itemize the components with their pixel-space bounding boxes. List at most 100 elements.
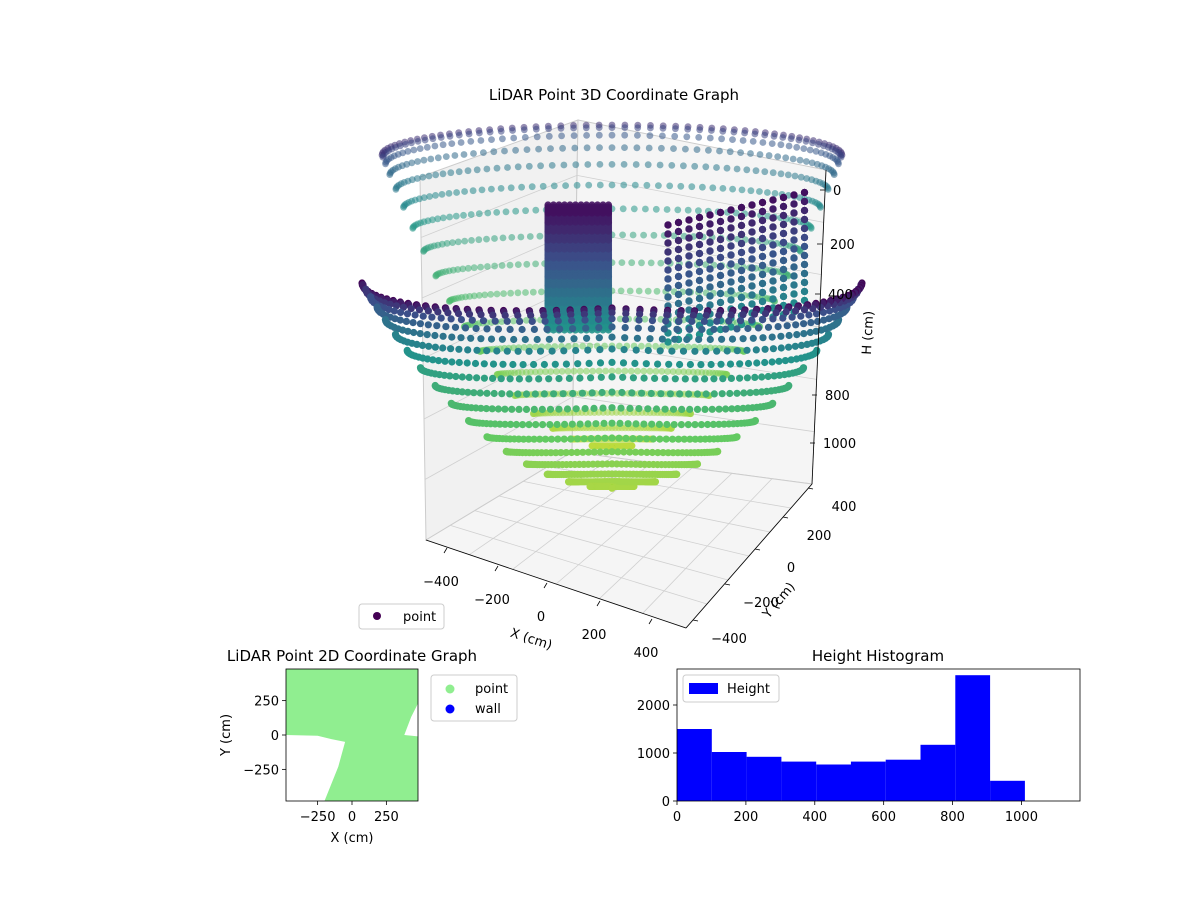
scatter-point-3d [796, 156, 804, 164]
scatter-point-3d [558, 368, 566, 375]
scatter-point-3d [562, 360, 571, 368]
legend-histogram-label: Height [727, 682, 770, 697]
y-axis-line-3d [685, 483, 813, 629]
scatter-point-3d [476, 292, 483, 299]
scatter-point-3d [759, 139, 767, 146]
scatter-point-3d [566, 272, 574, 280]
scatter-point-3d [530, 360, 538, 369]
scatter-point-3d [684, 206, 692, 214]
scatter-point-3d [558, 132, 565, 140]
scatter-point-3d [560, 227, 569, 235]
scatter-point-3d [695, 222, 704, 231]
scatter-point-3d [670, 421, 678, 429]
scatter-point-3d [434, 308, 442, 316]
scatter-point-3d [555, 375, 563, 383]
scatter-point-3d [414, 138, 422, 145]
scatter-point-3d [677, 421, 686, 429]
scatter-point-3d [674, 263, 683, 272]
scatter-point-3d [737, 203, 746, 212]
scatter-point-3d [599, 299, 607, 307]
scatter-point-3d [620, 448, 628, 456]
scatter-point-3d [608, 181, 616, 189]
scatter-point-3d [507, 184, 515, 192]
scatter-point-3d [779, 229, 788, 238]
scatter-point-3d [691, 162, 699, 170]
scatter-point-3d [716, 298, 725, 307]
scatter-point-3d [737, 257, 746, 266]
scatter-point-3d [671, 132, 679, 140]
scatter-point-3d [706, 274, 714, 282]
scatter-point-3d [502, 208, 510, 216]
scatter-point-3d [555, 245, 563, 253]
scatter-point-3d [549, 245, 558, 253]
scatter-point-3d [792, 321, 800, 329]
scatter-point-3d [588, 254, 596, 262]
scatter-point-3d [785, 343, 793, 351]
scatter-point-3d [787, 356, 795, 364]
scatter-point-3d [738, 186, 746, 194]
scatter-point-3d [455, 358, 463, 367]
scatter-point-3d [517, 233, 525, 241]
title-2d: LiDAR Point 2D Coordinate Graph [227, 647, 477, 665]
scatter-point-3d [420, 248, 427, 255]
scatter-point-3d [768, 358, 776, 366]
scatter-point-3d [572, 346, 580, 355]
scatter-point-3d [630, 205, 638, 213]
scatter-point-3d [812, 327, 820, 335]
scatter-point-3d [705, 146, 712, 154]
scatter-point-3d [715, 405, 723, 413]
scatter-point-3d [488, 136, 495, 144]
scatter-point-3d [640, 374, 648, 382]
scatter-point-3d [647, 325, 656, 333]
scatter-point-3d [560, 254, 569, 262]
scatter-point-3d [523, 260, 531, 268]
scatter-point-3d [772, 309, 780, 317]
scatter-point-3d [429, 356, 437, 364]
scatter-point-3d [669, 368, 677, 375]
scatter-point-3d [507, 420, 515, 428]
scatter-point-3d [736, 374, 744, 382]
scatter-point-3d [507, 289, 514, 297]
scatter-point-3d [410, 328, 418, 337]
scatter-point-3d [716, 217, 725, 226]
scatter-point-3d [790, 227, 798, 235]
scatter-point-3d [696, 344, 704, 351]
scatter-point-3d [695, 240, 704, 249]
scatter-point-3d [774, 153, 782, 161]
scatter-point-3d [599, 245, 607, 253]
scatter-point-3d [695, 294, 704, 303]
scatter-point-3d [691, 421, 699, 429]
scatter-point-3d [528, 183, 536, 191]
scatter-point-3d [702, 261, 710, 268]
scatter-point-3d [584, 346, 592, 354]
scatter-point-3d [577, 299, 585, 307]
scatter-point-3d [483, 165, 491, 173]
scatter-point-3d [582, 124, 590, 132]
scatter-point-3d [652, 405, 661, 413]
scatter-point-3d [691, 347, 699, 355]
scatter-point-3d [439, 141, 447, 149]
scatter-point-3d [459, 265, 467, 273]
scatter-point-3d [590, 448, 598, 456]
scatter-point-3d [727, 311, 735, 319]
scatter-point-3d [650, 231, 658, 239]
scatter-point-3d [588, 442, 596, 450]
legend-3d-frame [358, 603, 445, 630]
scatter-point-3d [514, 261, 522, 268]
scatter-point-3d [501, 405, 509, 413]
scatter-point-3d [509, 127, 516, 134]
scatter-point-3d [516, 317, 524, 325]
scatter-point-3d [508, 405, 516, 413]
scatter-point-3d [616, 419, 624, 427]
scatter-point-3d [665, 360, 673, 368]
scatter-point-3d [790, 281, 798, 289]
scatter-point-3d [636, 310, 644, 318]
scatter-point-3d [571, 254, 580, 262]
scatter-point-3d [420, 156, 428, 164]
x-tick-label-histogram: 0 [673, 810, 681, 825]
scatter-point-3d [718, 390, 726, 398]
scatter-point-3d [779, 211, 788, 220]
scatter-point-3d [571, 245, 580, 253]
scatter-point-3d [514, 163, 522, 171]
scatter-point-3d [588, 236, 596, 244]
